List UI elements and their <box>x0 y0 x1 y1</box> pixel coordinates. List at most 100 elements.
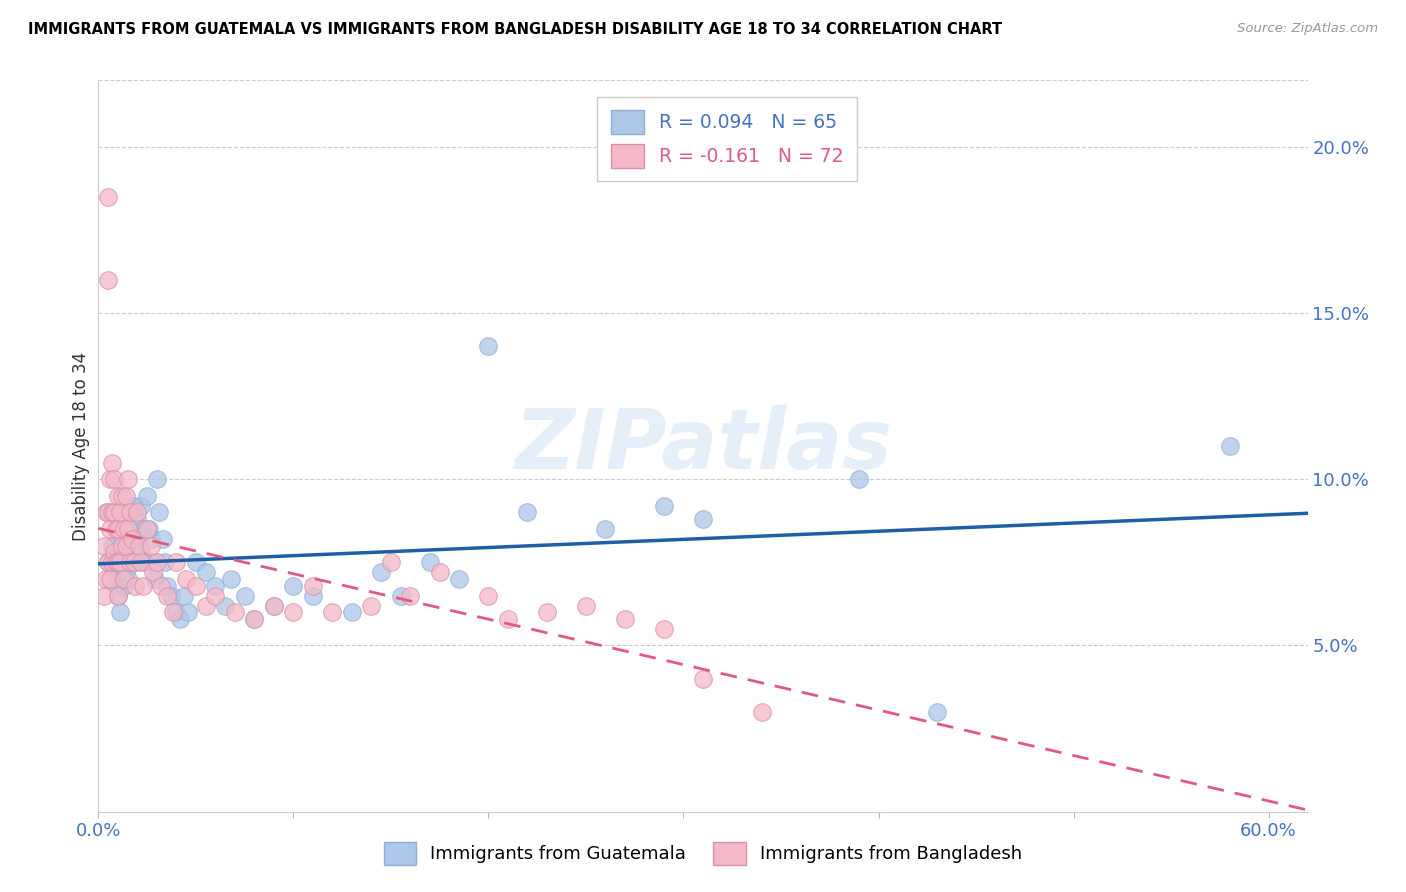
Point <box>165 555 187 569</box>
Point <box>121 532 143 546</box>
Point <box>114 489 136 503</box>
Point <box>117 532 139 546</box>
Point <box>101 555 124 569</box>
Point <box>127 506 149 520</box>
Point <box>263 599 285 613</box>
Point <box>117 572 139 586</box>
Point <box>399 589 422 603</box>
Point <box>146 555 169 569</box>
Point <box>477 589 499 603</box>
Point <box>340 605 363 619</box>
Point <box>173 589 195 603</box>
Point <box>101 456 124 470</box>
Point <box>142 566 165 580</box>
Point <box>118 555 141 569</box>
Point <box>132 522 155 536</box>
Point <box>204 579 226 593</box>
Point <box>131 545 153 559</box>
Point <box>107 545 129 559</box>
Point <box>142 555 165 569</box>
Legend: Immigrants from Guatemala, Immigrants from Bangladesh: Immigrants from Guatemala, Immigrants fr… <box>374 833 1032 874</box>
Point <box>204 589 226 603</box>
Point <box>516 506 538 520</box>
Point <box>162 605 184 619</box>
Point <box>131 499 153 513</box>
Text: Source: ZipAtlas.com: Source: ZipAtlas.com <box>1237 22 1378 36</box>
Point <box>98 522 121 536</box>
Point <box>114 566 136 580</box>
Point <box>138 522 160 536</box>
Point <box>477 339 499 353</box>
Point <box>98 572 121 586</box>
Point <box>243 612 266 626</box>
Point <box>103 545 125 559</box>
Point <box>107 555 129 569</box>
Point <box>107 489 129 503</box>
Point <box>224 605 246 619</box>
Point <box>96 506 118 520</box>
Point <box>97 555 120 569</box>
Point <box>751 705 773 719</box>
Point <box>143 572 166 586</box>
Point <box>111 489 134 503</box>
Point <box>96 572 118 586</box>
Point <box>149 579 172 593</box>
Point <box>118 506 141 520</box>
Point <box>136 489 159 503</box>
Point <box>184 555 207 569</box>
Point <box>97 273 120 287</box>
Point <box>152 532 174 546</box>
Point <box>214 599 236 613</box>
Point <box>692 672 714 686</box>
Point <box>370 566 392 580</box>
Point <box>98 472 121 486</box>
Point <box>136 522 159 536</box>
Point <box>194 599 217 613</box>
Point <box>103 566 125 580</box>
Point <box>283 605 305 619</box>
Point <box>156 589 179 603</box>
Point <box>165 605 187 619</box>
Point <box>219 572 242 586</box>
Point <box>132 579 155 593</box>
Point <box>449 572 471 586</box>
Point <box>121 522 143 536</box>
Point <box>104 522 127 536</box>
Point <box>575 599 598 613</box>
Point <box>1219 439 1241 453</box>
Point <box>124 579 146 593</box>
Point <box>93 539 115 553</box>
Point <box>104 555 127 569</box>
Point <box>194 566 217 580</box>
Point <box>360 599 382 613</box>
Point <box>302 589 325 603</box>
Point <box>652 499 675 513</box>
Point <box>117 522 139 536</box>
Point <box>243 612 266 626</box>
Point <box>614 612 637 626</box>
Point <box>496 612 519 626</box>
Point <box>112 522 135 536</box>
Point <box>104 579 127 593</box>
Point <box>97 506 120 520</box>
Point <box>103 472 125 486</box>
Point <box>169 612 191 626</box>
Point <box>93 589 115 603</box>
Point <box>127 512 149 526</box>
Point <box>111 539 134 553</box>
Legend: R = 0.094   N = 65, R = -0.161   N = 72: R = 0.094 N = 65, R = -0.161 N = 72 <box>598 97 856 181</box>
Point <box>174 572 197 586</box>
Text: IMMIGRANTS FROM GUATEMALA VS IMMIGRANTS FROM BANGLADESH DISABILITY AGE 18 TO 34 : IMMIGRANTS FROM GUATEMALA VS IMMIGRANTS … <box>28 22 1002 37</box>
Point <box>131 555 153 569</box>
Point <box>107 522 129 536</box>
Point <box>139 532 162 546</box>
Point <box>321 605 343 619</box>
Point <box>122 499 145 513</box>
Point <box>263 599 285 613</box>
Point <box>159 589 181 603</box>
Point <box>122 555 145 569</box>
Point <box>595 522 617 536</box>
Point <box>128 539 150 553</box>
Point <box>112 579 135 593</box>
Point <box>118 545 141 559</box>
